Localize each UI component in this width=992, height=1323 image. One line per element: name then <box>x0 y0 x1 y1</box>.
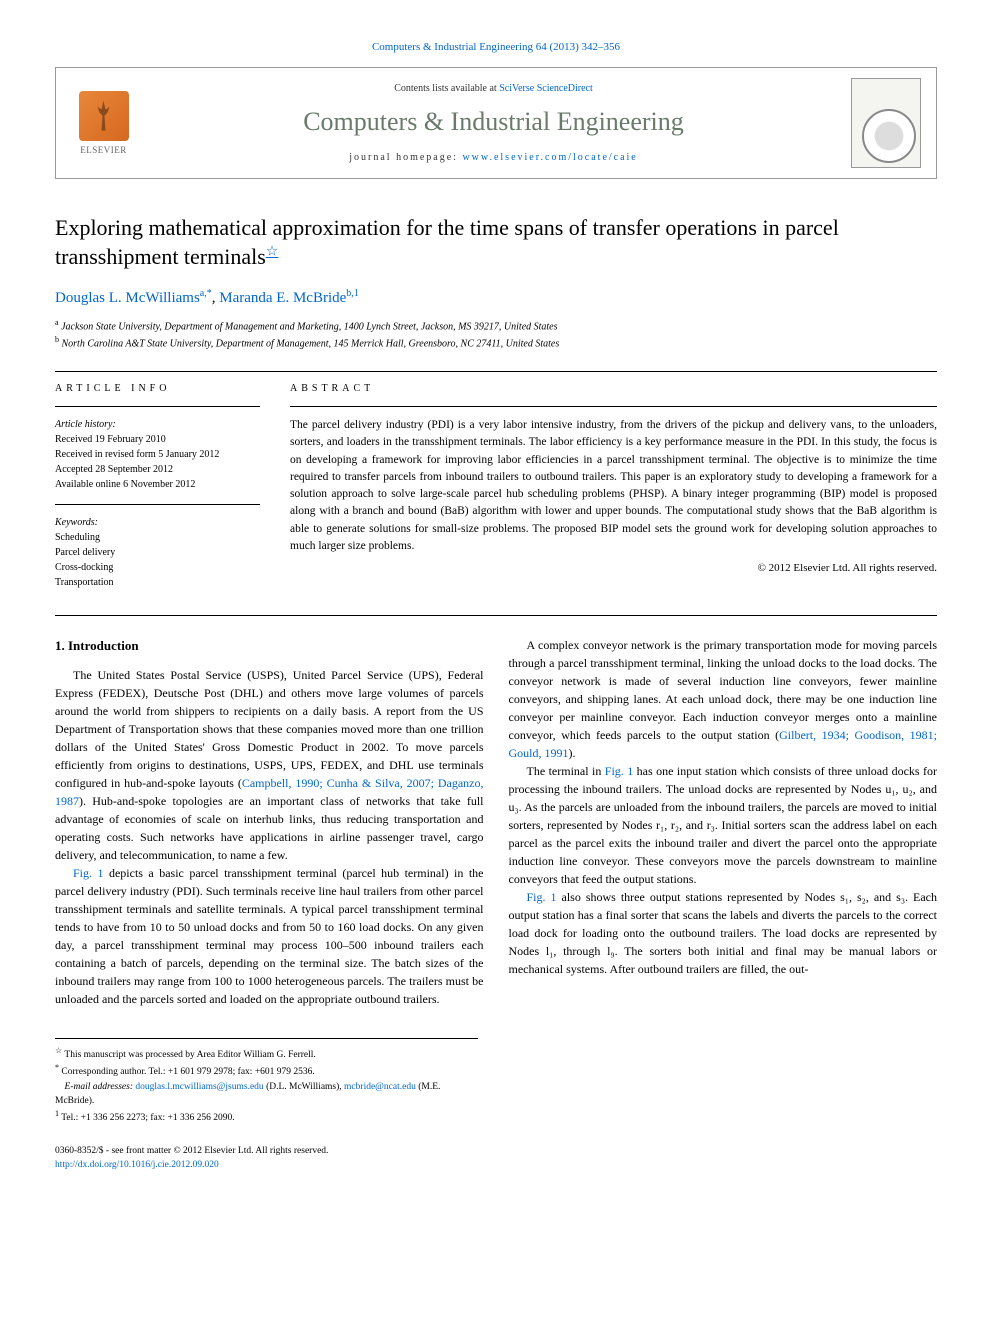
title-text: Exploring mathematical approximation for… <box>55 215 839 269</box>
accepted-date: Accepted 28 September 2012 <box>55 462 260 477</box>
article-info: ARTICLE INFO Article history: Received 1… <box>55 382 260 590</box>
authors: Douglas L. McWilliamsa,*, Maranda E. McB… <box>55 287 937 309</box>
abstract-text: The parcel delivery industry (PDI) is a … <box>290 417 937 555</box>
publisher-logo: ELSEVIER <box>71 91 136 157</box>
elsevier-tree-icon <box>79 91 129 141</box>
para-text: A complex conveyor network is the primar… <box>509 638 938 742</box>
journal-banner: ELSEVIER Contents lists available at Sci… <box>55 67 937 179</box>
para-text: depicts a basic parcel transshipment ter… <box>55 866 484 1006</box>
para-text: has one input station which consists of … <box>509 764 938 886</box>
divider <box>55 406 260 407</box>
affiliation-a: Jackson State University, Department of … <box>61 321 557 332</box>
affiliation-b: North Carolina A&T State University, Dep… <box>62 338 560 349</box>
keyword: Cross-docking <box>55 560 260 575</box>
para-text: ). Hub-and-spoke topologies are an impor… <box>55 794 484 862</box>
divider <box>55 504 260 505</box>
footnote-corresponding: Corresponding author. Tel.: +1 601 979 2… <box>61 1067 314 1077</box>
email-link[interactable]: douglas.l.mcwilliams@jsums.edu <box>135 1082 263 1092</box>
email-link[interactable]: mcbride@ncat.edu <box>344 1082 416 1092</box>
online-date: Available online 6 November 2012 <box>55 477 260 492</box>
article-info-label: ARTICLE INFO <box>55 382 260 396</box>
divider <box>55 615 937 616</box>
issn-line: 0360-8352/$ - see front matter © 2012 El… <box>55 1145 937 1158</box>
homepage-prefix: journal homepage: <box>349 152 462 163</box>
homepage-line: journal homepage: www.elsevier.com/locat… <box>136 151 851 165</box>
section-heading: 1. Introduction <box>55 636 484 656</box>
header-citation: Computers & Industrial Engineering 64 (2… <box>55 40 937 55</box>
divider <box>290 406 937 407</box>
author-1-link[interactable]: Douglas L. McWilliams <box>55 290 200 306</box>
journal-name: Computers & Industrial Engineering <box>136 104 851 140</box>
abstract-copyright: © 2012 Elsevier Ltd. All rights reserved… <box>290 561 937 576</box>
doi-link[interactable]: http://dx.doi.org/10.1016/j.cie.2012.09.… <box>55 1160 219 1170</box>
keyword: Transportation <box>55 575 260 590</box>
figure-link[interactable]: Fig. 1 <box>527 890 557 904</box>
para-text: also shows three output stations represe… <box>509 890 938 976</box>
author-2-sup: b,1 <box>346 288 359 299</box>
abstract-label: ABSTRACT <box>290 382 937 396</box>
affiliations: a Jackson State University, Department o… <box>55 317 937 352</box>
footnotes: ☆ This manuscript was processed by Area … <box>55 1038 478 1126</box>
title-footnote-link[interactable]: ☆ <box>266 245 279 260</box>
keyword: Parcel delivery <box>55 545 260 560</box>
history-label: Article history: <box>55 417 260 432</box>
divider <box>55 371 937 372</box>
publisher-label: ELSEVIER <box>80 144 127 157</box>
received-date: Received 19 February 2010 <box>55 432 260 447</box>
homepage-link[interactable]: www.elsevier.com/locate/caie <box>462 152 637 163</box>
keyword: Scheduling <box>55 530 260 545</box>
para-text: The United States Postal Service (USPS),… <box>55 668 484 790</box>
article-title: Exploring mathematical approximation for… <box>55 214 937 271</box>
email-who: (D.L. McWilliams), <box>264 1082 344 1092</box>
contents-prefix: Contents lists available at <box>394 83 499 94</box>
body-text: 1. Introduction The United States Postal… <box>55 636 937 1008</box>
contents-line: Contents lists available at SciVerse Sci… <box>136 82 851 96</box>
footnote-1: Tel.: +1 336 256 2273; fax: +1 336 256 2… <box>61 1113 234 1123</box>
email-label: E-mail addresses: <box>65 1082 134 1092</box>
para-text: ). <box>569 746 576 760</box>
footnote-star: This manuscript was processed by Area Ed… <box>64 1050 315 1060</box>
journal-cover-thumb <box>851 78 921 168</box>
revised-date: Received in revised form 5 January 2012 <box>55 447 260 462</box>
abstract: ABSTRACT The parcel delivery industry (P… <box>290 382 937 590</box>
para-text: The terminal in <box>527 764 605 778</box>
author-1-sup: a,* <box>200 288 212 299</box>
author-2-link[interactable]: Maranda E. McBride <box>219 290 346 306</box>
bottom-bar: 0360-8352/$ - see front matter © 2012 El… <box>55 1145 937 1172</box>
sciencedirect-link[interactable]: SciVerse ScienceDirect <box>499 83 593 94</box>
keywords-label: Keywords: <box>55 515 260 530</box>
figure-link[interactable]: Fig. 1 <box>605 764 633 778</box>
figure-link[interactable]: Fig. 1 <box>73 866 103 880</box>
